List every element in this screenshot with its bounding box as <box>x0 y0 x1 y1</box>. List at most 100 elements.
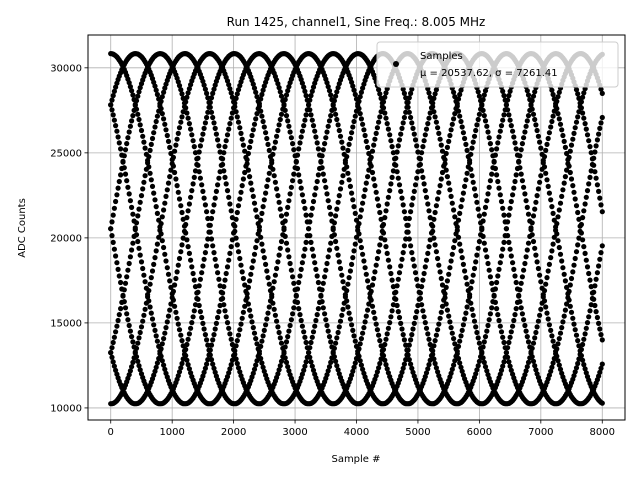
sample-point <box>153 364 159 370</box>
sample-trace-0 <box>108 51 605 407</box>
sample-point <box>503 226 509 232</box>
sample-point <box>136 206 142 212</box>
sample-point <box>176 125 183 131</box>
sample-point <box>173 176 179 182</box>
sample-point <box>405 104 411 110</box>
sample-point <box>549 118 555 125</box>
sample-point <box>548 327 554 333</box>
sample-point <box>533 329 539 336</box>
sample-point <box>500 334 506 340</box>
sample-point <box>258 234 264 240</box>
sample-point <box>404 99 410 106</box>
sample-point <box>544 310 550 316</box>
sample-point <box>222 277 228 283</box>
sample-point <box>258 108 264 114</box>
sample-point <box>572 196 578 202</box>
sample-point <box>109 107 115 113</box>
sample-point <box>425 201 431 207</box>
sample-point <box>376 332 382 338</box>
sample-point <box>286 123 292 129</box>
sample-point <box>125 135 131 141</box>
sample-point <box>533 252 539 258</box>
sample-point <box>210 90 216 96</box>
sample-point <box>154 91 160 98</box>
sample-point <box>201 82 207 88</box>
sample-point <box>148 310 154 316</box>
sample-point <box>194 161 200 168</box>
sample-point <box>451 116 457 122</box>
sample-point <box>335 122 341 128</box>
sample-point <box>432 242 438 248</box>
sample-point <box>432 360 438 367</box>
sample-point <box>598 332 604 338</box>
sample-point <box>269 160 275 166</box>
sample-point <box>156 234 162 240</box>
sample-point <box>393 296 399 302</box>
sample-point <box>435 196 441 202</box>
sample-point <box>420 174 426 180</box>
sample-point <box>314 312 320 318</box>
sample-point <box>438 142 444 148</box>
sample-point <box>292 287 298 293</box>
sample-point <box>267 298 274 304</box>
sample-point <box>210 209 216 215</box>
sample-point <box>534 324 540 330</box>
sample-point <box>308 359 314 365</box>
sample-point <box>207 347 213 353</box>
sample-point <box>543 147 549 153</box>
sample-point <box>507 117 513 123</box>
sample-point <box>310 253 317 259</box>
sample-point <box>414 309 420 315</box>
sample-point <box>248 313 254 319</box>
y-tick-label: 20000 <box>50 233 82 244</box>
sample-point <box>487 178 493 184</box>
sample-point <box>449 121 455 127</box>
sample-point <box>308 339 314 346</box>
sample-point <box>458 333 464 339</box>
sample-point <box>591 155 597 161</box>
sample-point <box>384 250 390 256</box>
sample-point <box>587 174 593 180</box>
sample-point <box>361 193 367 199</box>
sample-point <box>119 299 125 305</box>
sample-point <box>426 336 432 342</box>
sample-point <box>111 88 117 94</box>
sample-point <box>345 147 351 153</box>
sample-point <box>143 285 149 291</box>
sample-point <box>448 193 454 199</box>
sample-point <box>116 312 122 318</box>
sample-point <box>372 183 378 189</box>
sample-point <box>545 135 551 142</box>
sample-point <box>374 369 380 375</box>
sample-point <box>272 139 278 145</box>
sample-point <box>492 152 498 158</box>
sample-point <box>500 246 506 252</box>
sample-point <box>518 280 524 286</box>
sample-point <box>162 121 168 127</box>
sample-point <box>208 357 215 363</box>
sample-point <box>553 103 559 109</box>
sample-point <box>161 244 167 251</box>
sample-point <box>168 301 174 307</box>
sample-point <box>231 99 237 105</box>
sample-point <box>409 86 415 92</box>
sample-point <box>227 366 233 372</box>
sample-point <box>438 176 444 182</box>
sample-point <box>308 212 314 218</box>
sample-point <box>532 206 538 212</box>
sample-point <box>408 90 414 96</box>
sample-point <box>489 280 495 286</box>
sample-point <box>374 327 380 333</box>
sample-point <box>304 219 310 225</box>
sample-point <box>551 234 557 240</box>
sample-point <box>345 304 351 310</box>
sample-point <box>430 348 436 354</box>
sample-point <box>597 256 603 262</box>
sample-point <box>449 366 455 372</box>
sample-point <box>140 133 146 139</box>
sample-point <box>202 332 208 338</box>
sample-point <box>278 340 285 346</box>
sample-point <box>307 233 313 239</box>
sample-point <box>485 191 491 197</box>
sample-point <box>533 122 539 128</box>
